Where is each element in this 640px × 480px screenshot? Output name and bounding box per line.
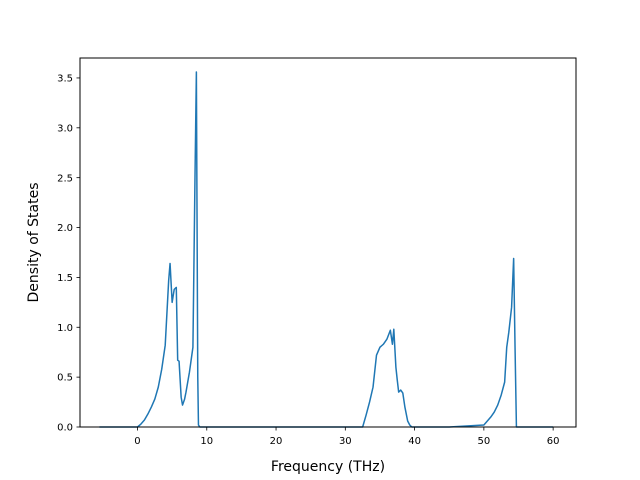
x-tick-label: 30	[339, 436, 352, 447]
axes-frame	[79, 57, 577, 428]
x-tick-label: 10	[200, 436, 213, 447]
y-axis-label: Density of States	[26, 183, 42, 303]
x-axis-label: Frequency (THz)	[271, 459, 385, 475]
x-tick-label: 0	[134, 436, 140, 447]
dos-series-line-0	[99, 71, 554, 428]
y-tick-label: 1.0	[57, 323, 73, 334]
y-tick-label: 2.0	[57, 223, 73, 234]
x-tick-label: 50	[477, 436, 490, 447]
y-tick-label: 3.0	[57, 123, 73, 134]
x-tick-label: 20	[270, 436, 283, 447]
y-tick-label: 0.0	[57, 423, 73, 434]
y-tick-label: 3.5	[57, 74, 73, 85]
y-tick-label: 1.5	[57, 273, 73, 284]
plot-area	[99, 71, 554, 428]
x-tick-label: 40	[408, 436, 421, 447]
y-axis-ticks: 0.0 0.5 1.0 1.5 2.0 2.5 3.0 3.5	[57, 74, 80, 434]
y-tick-label: 0.5	[57, 373, 73, 384]
x-axis-ticks: 0 10 20 30 40 50 60	[134, 427, 560, 447]
x-tick-label: 60	[547, 436, 560, 447]
y-tick-label: 2.5	[57, 173, 73, 184]
